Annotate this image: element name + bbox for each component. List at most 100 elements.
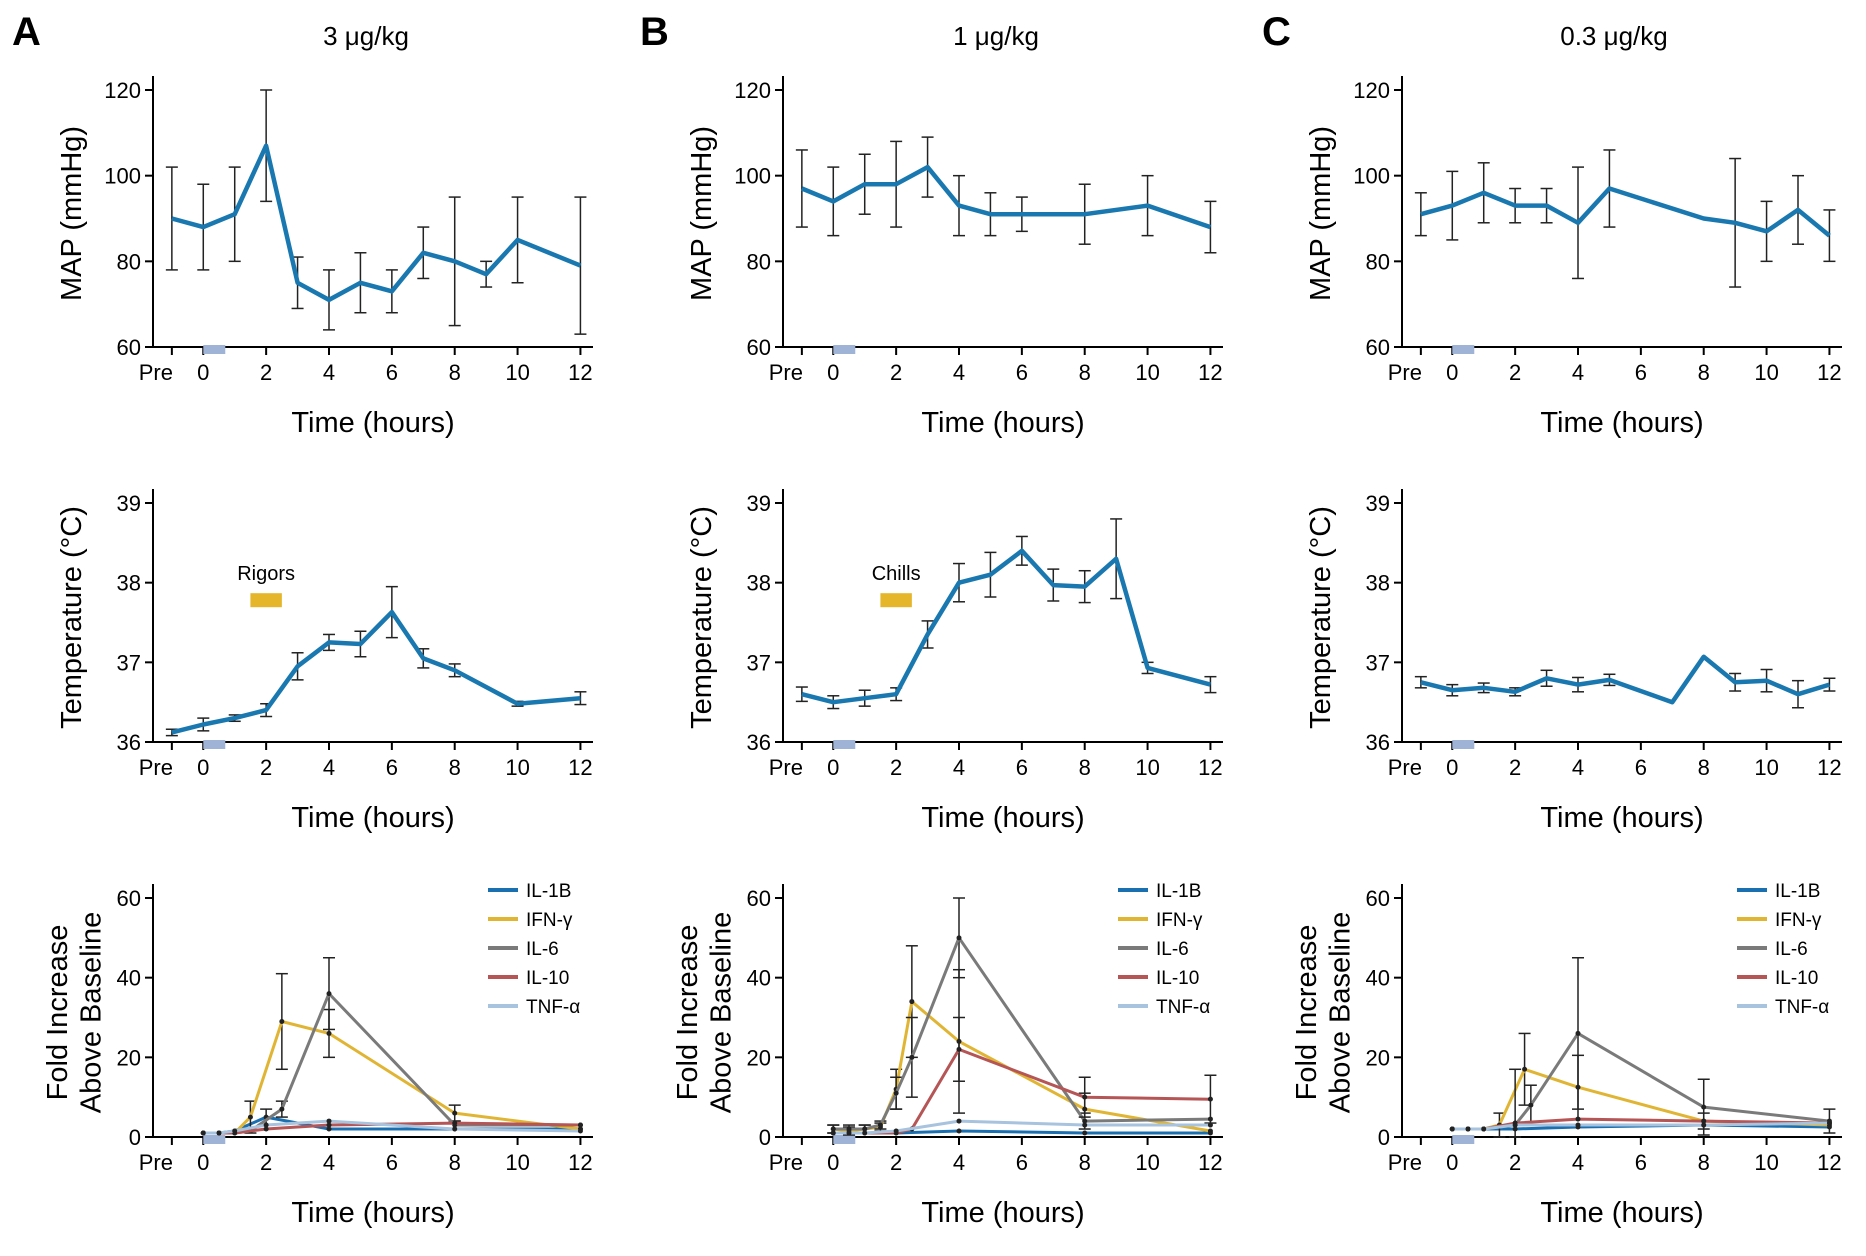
x-tick-label-b-temp: 6 <box>1016 755 1028 780</box>
data-point-c-cytokine-tnf <box>1465 1126 1471 1132</box>
dose-title-c: 0.3 μg/kg <box>1560 21 1668 51</box>
data-point-c-cytokine-tnf <box>1701 1122 1707 1128</box>
y-tick-label-c-cytokine: 60 <box>1366 886 1390 911</box>
series-line-a-cytokine-il6 <box>203 992 581 1135</box>
x-tick-label-a-temp: 10 <box>505 755 529 780</box>
x-tick-label-c-cytokine: 10 <box>1754 1150 1778 1175</box>
x-tick-label-a-temp: 0 <box>197 755 209 780</box>
y-axis-title-c-cytokine: Fold IncreaseAbove Baseline <box>1291 912 1356 1114</box>
legend-label: IL-6 <box>526 939 559 960</box>
x-tick-label-c-cytokine: 12 <box>1817 1150 1841 1175</box>
x-tick-label-a-cytokine: 8 <box>449 1150 461 1175</box>
x-tick-label-c-map: 2 <box>1509 360 1521 385</box>
x-tick-label-c-map: Pre <box>1388 360 1422 385</box>
x-tick-label-b-temp: 12 <box>1198 755 1222 780</box>
x-tick-label-c-cytokine: 8 <box>1698 1150 1710 1175</box>
y-axis-title-a-temp: Temperature (°C) <box>56 506 88 729</box>
dose-marker-c-map <box>1452 345 1475 354</box>
data-point-a-cytokine-il6 <box>326 991 332 997</box>
annotation-label-b-temp: Chills <box>872 563 921 585</box>
y-axis-title-c-temp: Temperature (°C) <box>1305 506 1337 729</box>
data-point-c-cytokine-il6 <box>1575 1030 1581 1036</box>
y-tick-label-b-map: 80 <box>747 249 771 274</box>
x-tick-label-c-cytokine: 2 <box>1509 1150 1521 1175</box>
annotation-bar-b-temp <box>880 593 912 608</box>
x-tick-label-a-cytokine: 6 <box>386 1150 398 1175</box>
data-point-c-cytokine-tnf <box>1575 1122 1581 1128</box>
data-point-b-cytokine-ifn <box>909 999 915 1005</box>
data-point-b-cytokine-tnf <box>956 1118 962 1124</box>
x-tick-label-c-temp: 8 <box>1698 755 1710 780</box>
chart-b-map: 60 80 100 120 Pre 0 2 4 6 8 10 12 Time (hours) MAP (m… <box>686 76 1223 439</box>
x-tick-label-c-temp: 6 <box>1635 755 1647 780</box>
legend-c-cytokine: IL-1B IFN-γ IL-6 IL-10 TNF-α <box>1737 881 1829 1018</box>
data-point-c-cytokine-ifn <box>1522 1066 1528 1072</box>
data-point-b-cytokine-tnf <box>893 1128 899 1134</box>
x-tick-label-c-temp: 12 <box>1817 755 1841 780</box>
y-tick-label-a-map: 100 <box>104 164 141 189</box>
data-point-b-cytokine-il1b <box>1082 1130 1088 1136</box>
x-tick-label-a-temp: 12 <box>568 755 592 780</box>
series-line-c-cytokine-il6 <box>1452 1031 1830 1131</box>
x-tick-label-b-cytokine: 0 <box>827 1150 839 1175</box>
x-tick-label-a-map: Pre <box>139 360 173 385</box>
x-axis-title-b-temp: Time (hours) <box>921 802 1084 834</box>
data-point-a-cytokine-il10 <box>452 1120 458 1126</box>
x-axis-title-c-map: Time (hours) <box>1540 407 1703 439</box>
data-point-c-cytokine-tnf <box>1512 1122 1518 1128</box>
y-tick-label-c-map: 100 <box>1353 164 1390 189</box>
dose-marker-b-temp <box>833 740 856 749</box>
y-tick-label-b-cytokine: 20 <box>747 1045 771 1070</box>
data-point-b-cytokine-il6 <box>830 1126 836 1132</box>
series-line-b-temp-s0 <box>801 548 1211 705</box>
chart-a-temp: 36 37 38 39 Pre 0 2 4 6 8 10 12 Time (hours) Temperat… <box>56 489 593 834</box>
x-tick-label-b-map: 8 <box>1079 360 1091 385</box>
data-point-a-cytokine-tnf <box>232 1128 238 1134</box>
y-tick-label-b-temp: 39 <box>747 491 771 516</box>
x-axis-title-c-cytokine: Time (hours) <box>1540 1197 1703 1229</box>
x-tick-label-a-map: 8 <box>449 360 461 385</box>
data-point-a-cytokine-il10 <box>263 1126 269 1132</box>
data-point-c-cytokine-il10 <box>1701 1118 1707 1124</box>
x-axis-title-a-temp: Time (hours) <box>291 802 454 834</box>
data-point-a-cytokine-tnf <box>452 1126 458 1132</box>
x-tick-label-b-cytokine: 2 <box>890 1150 902 1175</box>
y-tick-label-a-temp: 37 <box>117 650 141 675</box>
data-point-b-cytokine-il10 <box>1207 1096 1213 1102</box>
x-axis-title-b-cytokine: Time (hours) <box>921 1197 1084 1229</box>
x-axis-title-c-temp: Time (hours) <box>1540 802 1703 834</box>
legend-label: IL-1B <box>526 881 571 902</box>
x-tick-label-a-cytokine: 2 <box>260 1150 272 1175</box>
x-tick-label-b-temp: 4 <box>953 755 965 780</box>
data-point-b-cytokine-il6 <box>893 1090 899 1096</box>
y-tick-label-a-cytokine: 20 <box>117 1045 141 1070</box>
dose-marker-a-map <box>203 345 226 354</box>
x-tick-label-b-temp: 2 <box>890 755 902 780</box>
y-tick-label-a-cytokine: 60 <box>117 886 141 911</box>
y-tick-label-b-cytokine: 60 <box>747 886 771 911</box>
y-tick-label-b-cytokine: 0 <box>759 1125 771 1150</box>
legend-label: IL-1B <box>1156 881 1201 902</box>
x-tick-label-a-cytokine: 4 <box>323 1150 335 1175</box>
data-point-a-cytokine-tnf <box>577 1128 583 1134</box>
data-point-c-cytokine-tnf <box>1481 1126 1487 1132</box>
data-point-b-cytokine-tnf <box>1082 1122 1088 1128</box>
y-axis-title-a-cytokine: Fold IncreaseAbove Baseline <box>42 912 107 1114</box>
y-tick-label-b-map: 120 <box>734 78 771 103</box>
panel-letter-b: B <box>640 10 669 54</box>
x-tick-label-a-map: 0 <box>197 360 209 385</box>
x-tick-label-c-map: 4 <box>1572 360 1584 385</box>
y-tick-label-c-temp: 39 <box>1366 491 1390 516</box>
y-tick-label-b-temp: 36 <box>747 730 771 755</box>
data-point-b-cytokine-ifn <box>1207 1128 1213 1134</box>
series-line-a-temp-s0 <box>171 609 581 735</box>
x-tick-label-a-temp: 2 <box>260 755 272 780</box>
x-tick-label-b-map: 0 <box>827 360 839 385</box>
chart-b-temp: 36 37 38 39 Pre 0 2 4 6 8 10 12 Time (hours) Temperat… <box>686 489 1223 834</box>
legend-label: IL-10 <box>1775 968 1818 989</box>
data-point-b-cytokine-il6 <box>877 1122 883 1128</box>
x-tick-label-b-temp: 0 <box>827 755 839 780</box>
series-line-c-temp-s0 <box>1420 654 1831 705</box>
